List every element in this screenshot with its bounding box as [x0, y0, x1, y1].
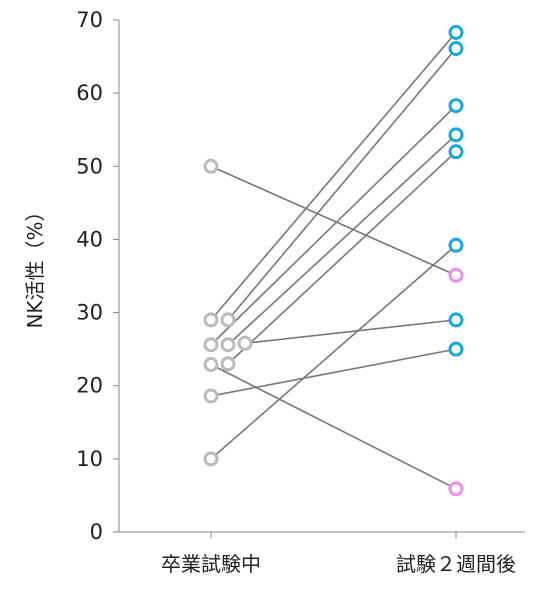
axes: 0 10 20 30 40 50 60 70 卒業試験中 試験２週間後: [76, 8, 525, 576]
pair-line: [210, 105, 457, 346]
before-point: [203, 158, 219, 174]
after-point: [448, 341, 464, 357]
before-point: [237, 335, 253, 351]
pair-line: [227, 134, 457, 346]
after-point: [448, 98, 464, 114]
y-tick-label: 0: [90, 520, 103, 544]
y-axis-title: NK活性（%）: [23, 201, 47, 328]
after-point: [448, 41, 464, 57]
pair-line: [210, 363, 457, 490]
before-point: [203, 312, 219, 328]
pair-line: [244, 319, 457, 345]
before-point: [220, 312, 236, 328]
pair-line: [227, 151, 457, 365]
y-tick-label: 10: [76, 447, 103, 471]
pair-line: [227, 48, 457, 321]
x-category-label: 卒業試験中: [161, 552, 261, 576]
x-category-label: 試験２週間後: [396, 552, 516, 576]
data-markers: [203, 24, 464, 497]
after-point: [448, 24, 464, 40]
before-point: [220, 356, 236, 372]
y-tick-label: 70: [76, 8, 103, 32]
pair-line: [210, 244, 457, 460]
y-tick-label: 20: [76, 374, 103, 398]
before-point: [203, 388, 219, 404]
after-point: [448, 144, 464, 160]
y-tick-label: 50: [76, 154, 103, 178]
pair-line: [210, 165, 457, 276]
before-point: [203, 357, 219, 373]
y-tick-label: 30: [76, 301, 103, 325]
pair-line: [210, 348, 457, 397]
after-point: [448, 237, 464, 253]
after-point: [448, 312, 464, 328]
y-tick-label: 40: [76, 227, 103, 251]
y-tick-label: 60: [76, 81, 103, 105]
before-point: [220, 337, 236, 353]
connector-lines: [210, 31, 457, 490]
before-point: [203, 337, 219, 353]
pair-line: [210, 31, 457, 321]
after-point: [448, 267, 464, 283]
after-point: [448, 127, 464, 143]
before-point: [203, 451, 219, 467]
after-point: [448, 481, 464, 497]
